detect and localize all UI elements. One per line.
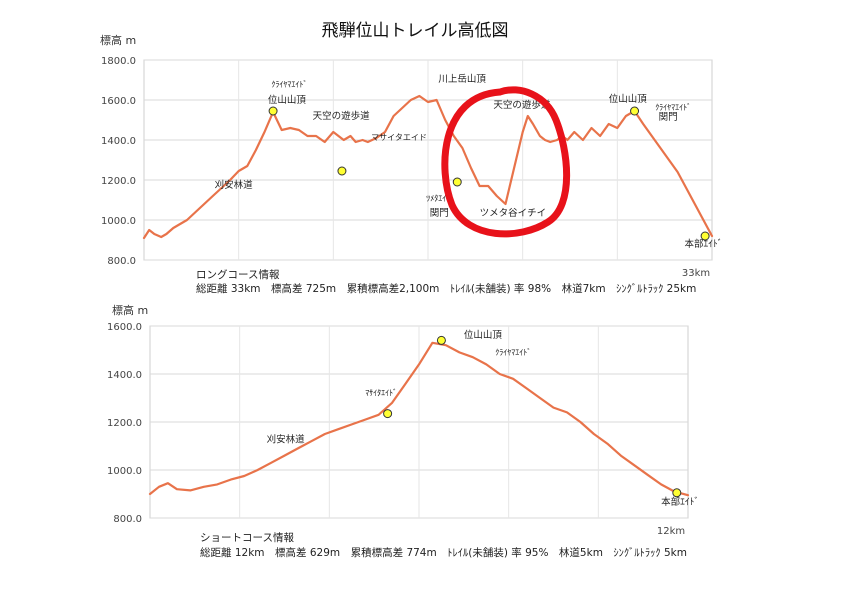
- short-waypoint-marker: [383, 409, 393, 419]
- long-y-tick-label: 1800.0: [101, 56, 136, 67]
- short-waypoint-marker: [672, 488, 682, 498]
- short-course-chart: 1600.0 1400.0 1200.0 1000.0 800.0 標高 m ﾏｻｲﾀｴｲﾄ…: [107, 303, 699, 559]
- short-course-info-heading: ショートコース情報: [200, 531, 294, 544]
- long-annotation: 天空の遊歩道: [313, 110, 371, 122]
- long-annotation: マサイタエイド: [371, 133, 427, 142]
- short-waypoint-marker: [436, 335, 446, 345]
- short-distance-end-label: 12km: [657, 526, 685, 537]
- long-annotation: 位山山頂: [609, 93, 648, 105]
- short-annotation: ﾏｻｲﾀｴｲﾄﾞ: [365, 389, 397, 398]
- long-y-tick-label: 800.0: [107, 256, 136, 267]
- long-waypoint-marker: [452, 177, 462, 187]
- short-y-tick-label: 1400.0: [107, 370, 142, 381]
- long-annotation: ｸﾗｲﾔﾏｴｲﾄﾞ: [271, 80, 307, 89]
- long-y-axis-label: 標高 m: [100, 33, 136, 47]
- long-y-tick-label: 1200.0: [101, 176, 136, 187]
- short-elevation-line: [148, 341, 690, 497]
- long-waypoint-marker: [337, 166, 347, 176]
- long-annotation: 関門: [430, 208, 449, 219]
- long-annotation: 天空の遊歩道: [493, 99, 551, 111]
- long-elevation-line: [142, 94, 714, 240]
- long-annotation: 本部ｴｲﾄﾞ: [684, 238, 722, 250]
- short-annotation: 本部ｴｲﾄﾞ: [661, 496, 699, 508]
- long-course-info-heading: ロングコース情報: [196, 268, 280, 281]
- short-annotation: 刈安林道: [267, 433, 306, 445]
- long-annotation: 川上岳山頂: [438, 73, 486, 85]
- long-annotation: ツメタ谷イチイ: [480, 208, 547, 219]
- short-y-axis-label: 標高 m: [112, 303, 148, 317]
- long-annotation: 刈安林道: [215, 179, 254, 191]
- long-waypoint-marker: [700, 231, 710, 241]
- highlight-circle: [441, 86, 571, 238]
- long-waypoint-marker: [268, 106, 278, 116]
- long-annotation: 位山山頂: [268, 94, 307, 106]
- long-annotation: ｸﾗｲﾔﾏｴｲﾄﾞ: [655, 103, 691, 112]
- short-annotation: ｸﾗｲﾔﾏｴｲﾄﾞ: [495, 348, 531, 357]
- long-waypoint-marker: [630, 106, 640, 116]
- short-y-tick-label: 1600.0: [107, 322, 142, 333]
- long-y-tick-label: 1000.0: [101, 216, 136, 227]
- long-y-tick-label: 1600.0: [101, 96, 136, 107]
- short-course-info-line: 総距離 12km 標高差 629m 累積標高差 774m ﾄﾚｲﾙ(未舗装) 率…: [200, 546, 687, 559]
- long-course-info-line: 総距離 33km 標高差 725m 累積標高差2,100m ﾄﾚｲﾙ(未舗装) …: [196, 282, 696, 295]
- short-y-tick-label: 1200.0: [107, 418, 142, 429]
- long-distance-end-label: 33km: [682, 268, 710, 279]
- long-annotation: 関門: [659, 112, 678, 123]
- short-y-tick-label: 1000.0: [107, 466, 142, 477]
- long-y-tick-label: 1400.0: [101, 136, 136, 147]
- figure-title: 飛騨位山トレイル高低図: [322, 21, 509, 41]
- long-course-chart: 1800.0 1600.0 1400.0 1200.0 1000.0 800.0 標高 m ｸ…: [100, 33, 722, 295]
- long-annotation: ﾂﾒﾀｴｲﾄﾞ: [426, 194, 454, 203]
- short-y-tick-label: 800.0: [113, 514, 142, 525]
- short-annotation: 位山山頂: [464, 329, 503, 341]
